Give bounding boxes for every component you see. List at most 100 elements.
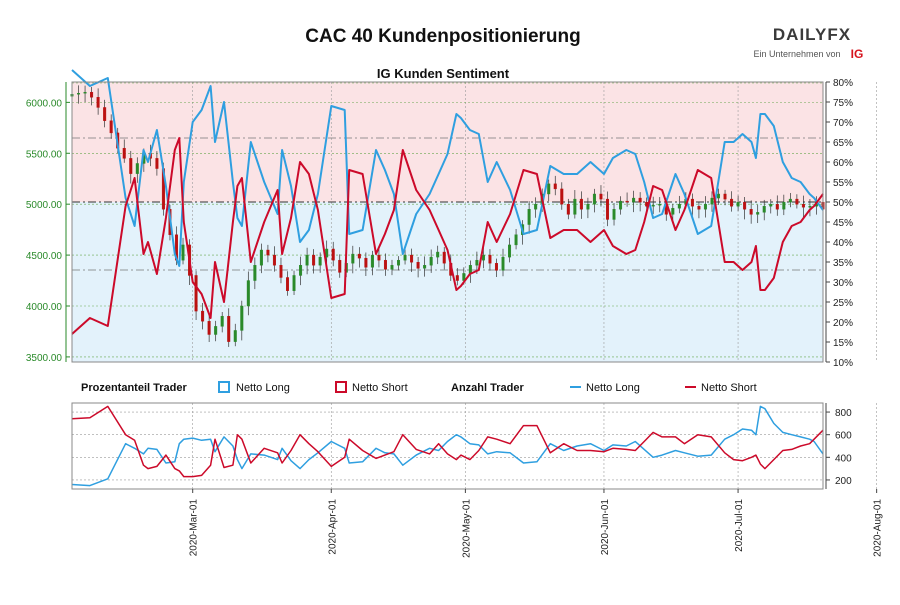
candle-up [782, 201, 786, 210]
pct-tick-label: 35% [833, 258, 853, 269]
candle-down [560, 188, 564, 205]
candle-up [370, 254, 374, 268]
main-chart-title: IG Kunden Sentiment [377, 66, 510, 81]
candle-down [194, 275, 198, 312]
candle-down [723, 193, 727, 200]
candle-down [338, 259, 342, 273]
candle-up [527, 209, 531, 225]
candle-down [697, 206, 701, 210]
candle-down [416, 262, 420, 269]
candle-up [788, 198, 792, 203]
candle-down [227, 315, 231, 342]
candle-down [286, 277, 290, 291]
candle-down [605, 198, 609, 220]
pct-tick-label: 80% [833, 78, 853, 89]
candle-down [103, 107, 107, 121]
candle-down [795, 198, 799, 205]
date-tick-label: 2020-Mar-01 [189, 499, 200, 557]
candle-down [579, 198, 583, 210]
legend-cnt-long-label: Netto Long [586, 382, 640, 394]
legend-pct-long-label: Netto Long [236, 382, 290, 394]
candle-up [292, 275, 296, 291]
candle-up [397, 259, 401, 266]
pct-tick-label: 10% [833, 358, 853, 369]
candle-down [690, 198, 694, 207]
candle-down [801, 203, 805, 208]
candle-down [743, 201, 747, 210]
candle-down [377, 254, 381, 261]
count-panel-frame [71, 402, 824, 490]
date-tick-label: 2020-Jul-01 [734, 499, 745, 552]
candle-down [266, 249, 270, 256]
pct-tick-label: 20% [833, 318, 853, 329]
candle-up [253, 265, 257, 281]
candle-up [240, 305, 244, 331]
candle-down [279, 265, 283, 278]
count-tick-label: 800 [835, 408, 852, 419]
candle-up [403, 254, 407, 261]
candle-down [730, 198, 734, 207]
candle-up [612, 209, 616, 220]
pct-tick-label: 15% [833, 338, 853, 349]
candle-up [318, 256, 322, 266]
price-tick-label: 6000.00 [26, 98, 63, 109]
netto-long-pct-line [71, 69, 824, 267]
candle-up [501, 256, 505, 271]
legend-pct-long-swatch [218, 381, 230, 393]
candle-up [135, 163, 139, 174]
price-tick-label: 3500.00 [26, 353, 63, 364]
candle-up [475, 259, 479, 266]
pct-tick-label: 65% [833, 138, 853, 149]
candle-up [233, 330, 237, 342]
candle-down [109, 120, 113, 134]
candle-down [129, 158, 133, 174]
candle-up [769, 203, 773, 207]
netto-short-count-line [71, 405, 824, 478]
candle-up [808, 206, 812, 208]
candle-down [201, 310, 205, 322]
pct-tick-label: 70% [833, 118, 853, 129]
candle-up [514, 234, 518, 246]
candle-up [299, 265, 303, 276]
candle-up [658, 203, 662, 206]
candle-up [573, 198, 577, 215]
date-tick-label: 2020-Aug-01 [873, 499, 884, 557]
candle-down [625, 200, 629, 203]
candle-down [566, 203, 570, 215]
candle-down [272, 254, 276, 266]
candle-up [259, 249, 263, 266]
candle-up [77, 92, 81, 95]
price-tick-label: 4500.00 [26, 251, 63, 262]
candle-up [592, 193, 596, 205]
candle-up [586, 203, 590, 210]
candle-down [331, 248, 335, 261]
candle-up [534, 203, 538, 210]
candle-up [390, 265, 394, 270]
candle-up [181, 244, 185, 261]
count-tick-label: 200 [835, 476, 852, 487]
candle-up [632, 197, 636, 203]
candle-down [383, 259, 387, 270]
short-zone-fill [72, 82, 823, 202]
price-tick-label: 4000.00 [26, 302, 63, 313]
candle-up [677, 203, 681, 209]
count-panel: 200 400 600 800 [71, 402, 877, 490]
brand-sub: Ein Unternehmen von [753, 49, 840, 59]
date-tick-label: 2020-Apr-01 [327, 499, 338, 555]
candle-up [468, 265, 472, 274]
candle-down [364, 257, 368, 268]
candle-up [423, 265, 427, 269]
dailyfx-logo: DAILYFX Ein Unternehmen von IG [753, 25, 863, 61]
candle-down [455, 275, 459, 281]
candle-down [357, 253, 361, 259]
candle-down [410, 254, 414, 263]
pct-tick-label: 40% [833, 238, 853, 249]
brand-main: DAILYFX [773, 25, 851, 44]
candle-down [312, 254, 316, 266]
candle-up [710, 197, 714, 205]
candle-down [442, 251, 446, 264]
main-panel-frame [71, 81, 824, 363]
candle-up [508, 244, 512, 258]
price-tick-label: 5500.00 [26, 149, 63, 160]
pct-tick-label: 45% [833, 218, 853, 229]
